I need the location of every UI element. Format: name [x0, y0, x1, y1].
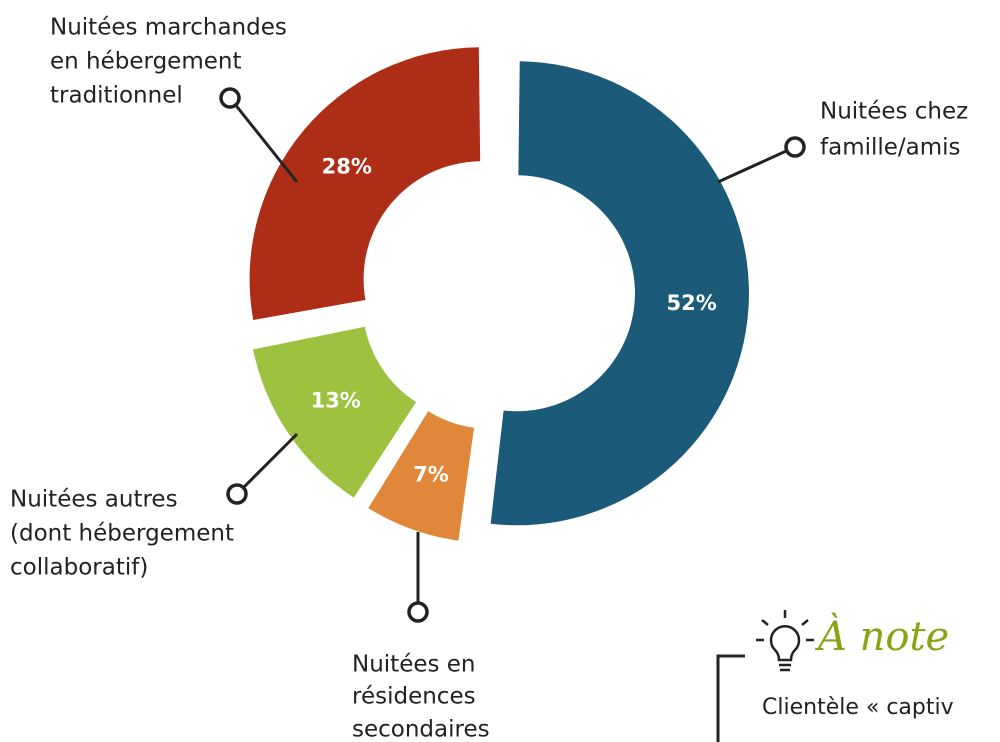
note-text: Clientèle « captiv: [762, 695, 954, 720]
bracket: [716, 654, 745, 742]
segment-label: résidences: [352, 684, 476, 710]
leader-dot: [784, 136, 806, 158]
segment-label: famille/amis: [820, 135, 961, 161]
segment-label: secondaires: [352, 717, 490, 742]
leader-line: [717, 145, 796, 184]
segment-label: Nuitées marchandes: [50, 15, 287, 41]
value-label: 52%: [666, 291, 716, 315]
leader-line: [235, 432, 299, 496]
segment-label: traditionnel: [50, 83, 183, 109]
leader-line: [228, 97, 299, 183]
note-box: À note Clientèle « captiv: [716, 610, 954, 742]
donut-segment: [253, 326, 417, 498]
donut-segment: [368, 411, 475, 541]
leader-dot: [407, 601, 429, 623]
value-label: 28%: [322, 155, 372, 179]
segment-label: Nuitées en: [352, 652, 476, 678]
donut-segment: [249, 47, 481, 320]
segment-label: en hébergement: [50, 49, 241, 75]
segment-label: collaboratif): [10, 555, 148, 581]
segment-label: Nuitées chez: [820, 99, 968, 125]
donut-segment: [490, 61, 749, 526]
bulb-icon: [756, 610, 814, 672]
value-label: 7%: [413, 462, 449, 486]
leader-dot: [226, 483, 248, 505]
note-title: À note: [814, 613, 949, 660]
segment-label: (dont hébergement: [10, 521, 234, 547]
segment-label: Nuitées autres: [10, 487, 178, 513]
leader-dot: [219, 87, 241, 109]
value-label: 13%: [311, 389, 361, 413]
